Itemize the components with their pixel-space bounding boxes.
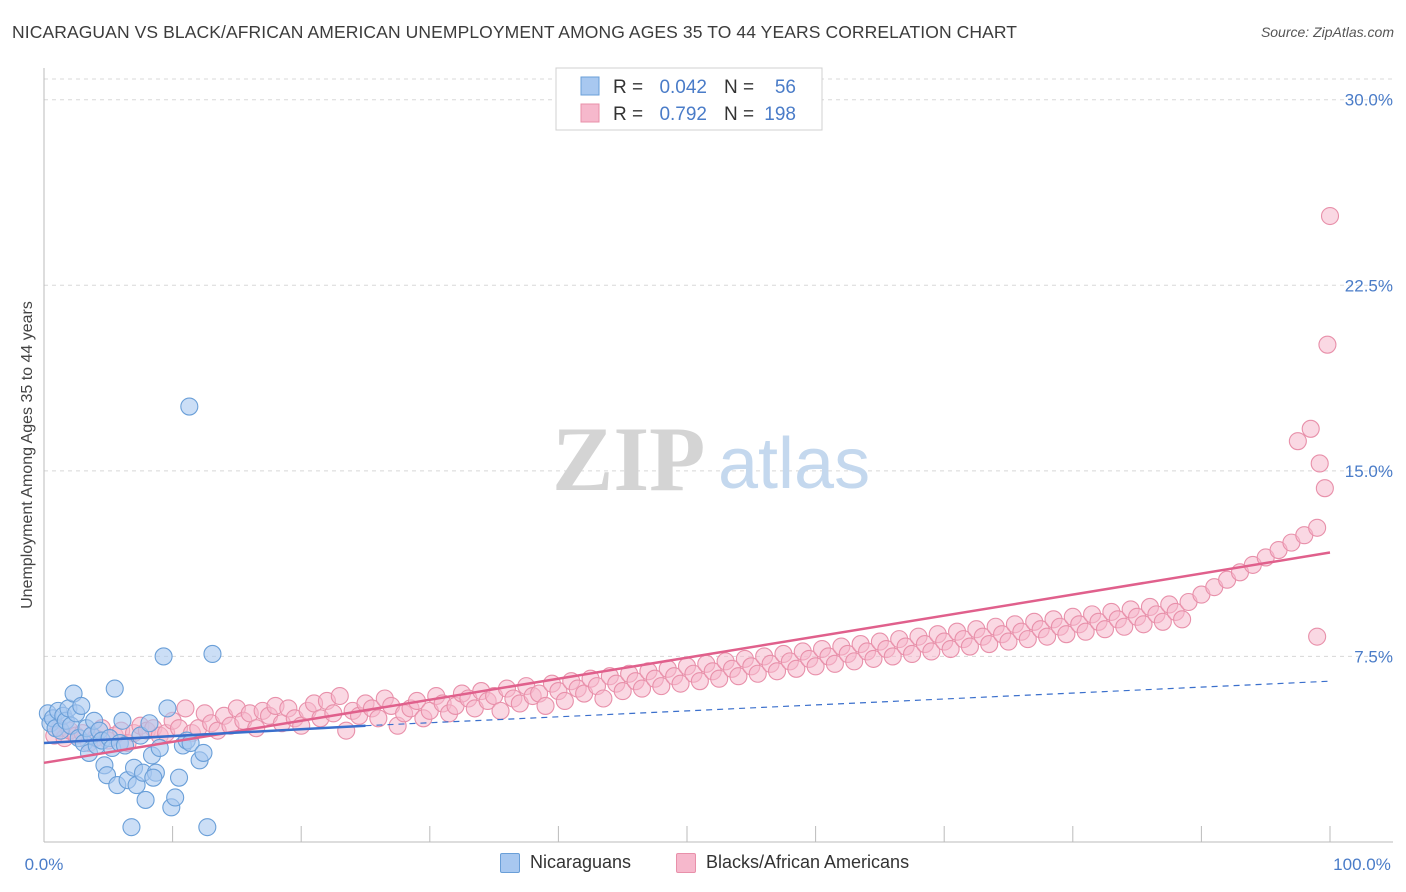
data-point-black xyxy=(806,657,825,676)
data-point-black xyxy=(729,667,748,686)
data-point-black xyxy=(1315,479,1334,498)
data-point-black xyxy=(337,721,356,740)
data-point-nicaraguan xyxy=(136,790,155,809)
data-point-black xyxy=(369,709,388,728)
data-point-nicaraguan xyxy=(203,644,222,664)
data-point-black xyxy=(922,642,941,661)
data-point-black xyxy=(1288,432,1307,451)
legend-n-label: N = xyxy=(724,104,754,125)
data-point-black xyxy=(1057,625,1076,644)
x-tick-label: 0.0% xyxy=(25,855,64,874)
data-point-nicaraguan xyxy=(194,743,213,762)
data-point-nicaraguan xyxy=(169,768,189,787)
data-point-nicaraguan xyxy=(180,397,199,416)
legend-r-label: R = xyxy=(613,104,643,125)
data-point-black xyxy=(491,701,510,720)
data-point-nicaraguan xyxy=(131,726,150,745)
y-tick-label: 7.5% xyxy=(1354,647,1393,666)
legend-r-label: R = xyxy=(613,77,643,98)
data-point-black xyxy=(690,672,709,691)
data-point-black xyxy=(1173,610,1192,629)
y-tick-label: 22.5% xyxy=(1345,276,1393,295)
data-point-nicaraguan xyxy=(72,696,91,715)
data-point-black xyxy=(767,662,787,681)
data-point-nicaraguan xyxy=(198,818,217,837)
legend-r-value: 0.792 xyxy=(659,104,707,125)
data-point-nicaraguan xyxy=(105,679,124,698)
data-point-nicaraguan xyxy=(144,768,163,787)
legend-item-blacks[interactable]: Blacks/African Americans xyxy=(676,852,909,873)
data-point-black xyxy=(1301,419,1320,438)
data-point-black xyxy=(902,644,922,664)
legend-box xyxy=(555,67,823,131)
data-point-nicaraguan xyxy=(158,699,177,718)
data-point-black xyxy=(1153,612,1172,631)
trendline-black xyxy=(43,551,1331,765)
legend-swatch-blue xyxy=(500,852,520,873)
data-point-black xyxy=(594,689,613,708)
legend-item-nicaraguans[interactable]: Nicaraguans xyxy=(500,852,631,873)
legend-label-blacks: Blacks/African Americans xyxy=(706,852,910,872)
data-point-black xyxy=(536,696,555,715)
data-point-nicaraguan xyxy=(140,714,159,733)
data-point-black xyxy=(632,679,652,698)
legend-label-nicaraguans: Nicaraguans xyxy=(530,852,632,872)
data-point-black xyxy=(710,669,729,688)
data-point-black xyxy=(1134,615,1153,634)
y-tick-label: 30.0% xyxy=(1345,91,1393,110)
data-point-black xyxy=(1320,206,1340,226)
legend-swatch-pink xyxy=(676,852,696,873)
data-point-black xyxy=(1038,627,1057,646)
data-point-black xyxy=(864,649,883,668)
data-point-black xyxy=(883,647,902,666)
watermark-zip: ZIP xyxy=(552,408,705,510)
data-point-black xyxy=(825,654,844,673)
watermark-atlas: atlas xyxy=(718,424,870,504)
data-point-black xyxy=(999,632,1018,651)
data-point-black xyxy=(613,682,632,701)
bottom-legend: Nicaraguans Blacks/African Americans xyxy=(0,852,1406,876)
data-point-black xyxy=(652,677,671,696)
x-tick-label: 100.0% xyxy=(1333,855,1391,874)
data-point-black xyxy=(176,699,195,718)
legend-n-label: N = xyxy=(724,77,754,98)
trendline-nicaraguan-dashed xyxy=(365,680,1331,727)
legend-n-value: 198 xyxy=(764,104,796,125)
data-point-black xyxy=(671,674,690,693)
data-point-black xyxy=(941,639,960,659)
data-point-black xyxy=(980,635,999,654)
trendline-nicaraguan xyxy=(43,724,366,745)
data-point-black xyxy=(748,664,767,683)
data-point-black xyxy=(1318,335,1337,354)
data-point-black xyxy=(1018,630,1037,649)
y-tick-label: 15.0% xyxy=(1345,462,1393,481)
data-point-black xyxy=(845,652,864,671)
data-point-black xyxy=(1115,617,1134,636)
data-point-nicaraguan xyxy=(154,647,173,666)
data-point-nicaraguan xyxy=(122,818,141,837)
data-point-black xyxy=(960,637,979,656)
data-point-black xyxy=(1095,620,1114,639)
legend-swatch xyxy=(580,103,600,123)
data-point-nicaraguan xyxy=(113,711,132,730)
data-point-black xyxy=(1308,627,1327,646)
legend-swatch xyxy=(580,76,600,96)
data-point-black xyxy=(1076,622,1095,641)
data-point-black xyxy=(330,686,349,706)
data-point-black xyxy=(787,659,806,678)
legend-n-value: 56 xyxy=(775,77,796,98)
legend-r-value: 0.042 xyxy=(659,77,707,98)
data-point-nicaraguan xyxy=(166,788,185,807)
data-point-black xyxy=(1308,518,1327,537)
data-point-black xyxy=(555,691,574,711)
chart-title: NICARAGUAN VS BLACK/AFRICAN AMERICAN UNE… xyxy=(12,22,1018,42)
source-label: Source: ZipAtlas.com xyxy=(1260,24,1394,40)
data-point-black xyxy=(1310,454,1329,473)
